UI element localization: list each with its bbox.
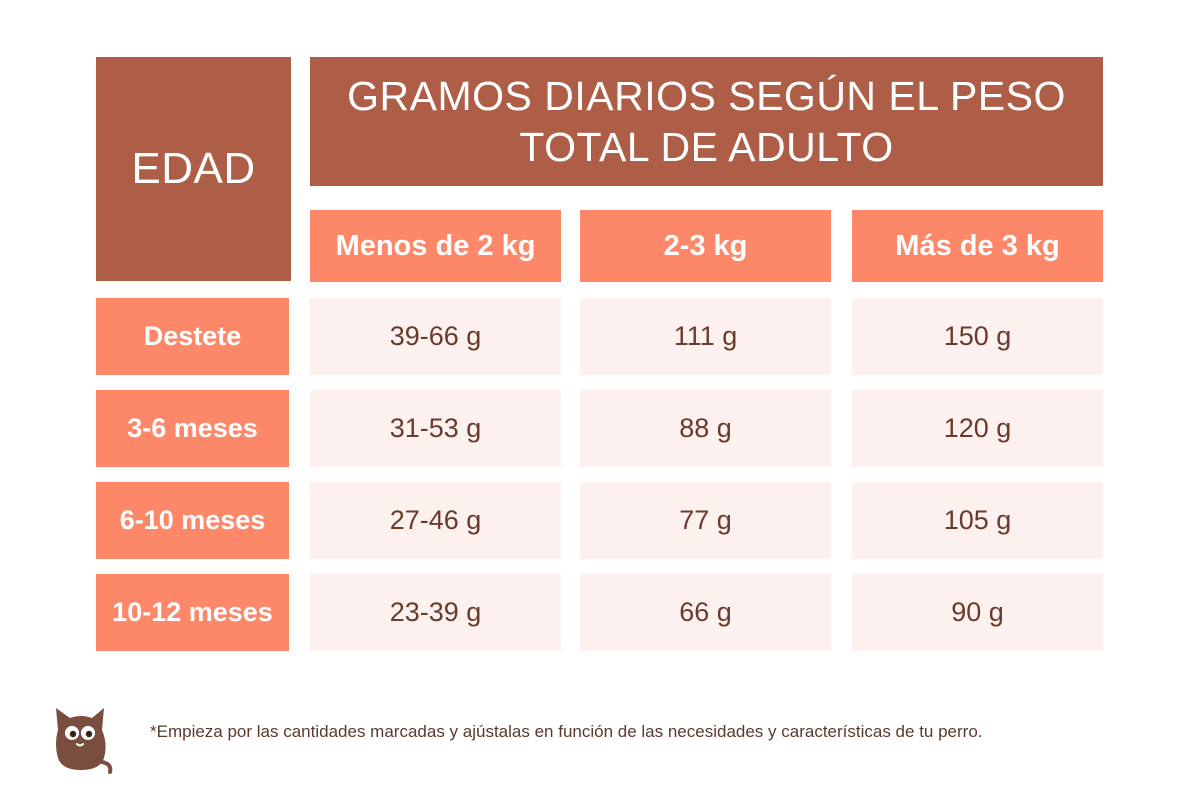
table-cell: 120 g (852, 390, 1103, 467)
cell-value: 90 g (951, 597, 1004, 627)
table-cell: 77 g (580, 482, 831, 559)
cell-value: 27-46 g (389, 505, 482, 535)
table-cell: 111 g (580, 298, 831, 375)
edad-header: EDAD (96, 57, 291, 281)
row-header-destete: Destete (96, 298, 289, 375)
cell-value: 120 g (943, 413, 1012, 443)
cell-value: 105 g (943, 505, 1012, 535)
row-header-label: 10-12 meses (112, 597, 273, 627)
row-header-3-6-meses: 3-6 meses (96, 390, 289, 467)
table-title-line1: GRAMOS DIARIOS SEGÚN EL PESO (347, 72, 1066, 119)
column-header-label: Menos de 2 kg (335, 229, 536, 262)
row-header-label: 6-10 meses (119, 505, 266, 535)
cat-logo-icon (56, 708, 113, 774)
table-cell: 150 g (852, 298, 1103, 375)
column-header-2-3kg: 2-3 kg (580, 210, 831, 282)
cell-value: 88 g (679, 413, 732, 443)
column-header-mas-3kg: Más de 3 kg (852, 210, 1103, 282)
table-cell: 27-46 g (310, 482, 561, 559)
cell-value: 150 g (943, 321, 1012, 351)
cell-value: 23-39 g (389, 597, 482, 627)
column-header-label: Más de 3 kg (895, 229, 1060, 262)
table-cell: 105 g (852, 482, 1103, 559)
cell-value: 77 g (679, 505, 732, 535)
table-cell: 31-53 g (310, 390, 561, 467)
column-header-menos-2kg: Menos de 2 kg (310, 210, 561, 282)
cell-value: 111 g (673, 321, 738, 351)
cell-value: 39-66 g (389, 321, 482, 351)
cell-value: 31-53 g (389, 413, 482, 443)
row-header-6-10-meses: 6-10 meses (96, 482, 289, 559)
table-cell: 39-66 g (310, 298, 561, 375)
row-header-10-12-meses: 10-12 meses (96, 574, 289, 651)
table-cell: 66 g (580, 574, 831, 651)
cell-value: 66 g (679, 597, 732, 627)
row-header-label: 3-6 meses (127, 413, 258, 443)
table-title: GRAMOS DIARIOS SEGÚN EL PESO TOTAL DE AD… (310, 57, 1103, 186)
row-header-label: Destete (143, 321, 242, 351)
table-cell: 88 g (580, 390, 831, 467)
column-header-label: 2-3 kg (663, 229, 748, 262)
edad-label: EDAD (131, 144, 256, 193)
table-title-line2: TOTAL DE ADULTO (519, 123, 894, 170)
table-cell: 90 g (852, 574, 1103, 651)
footnote: *Empieza por las cantidades marcadas y a… (150, 722, 983, 741)
table-cell: 23-39 g (310, 574, 561, 651)
